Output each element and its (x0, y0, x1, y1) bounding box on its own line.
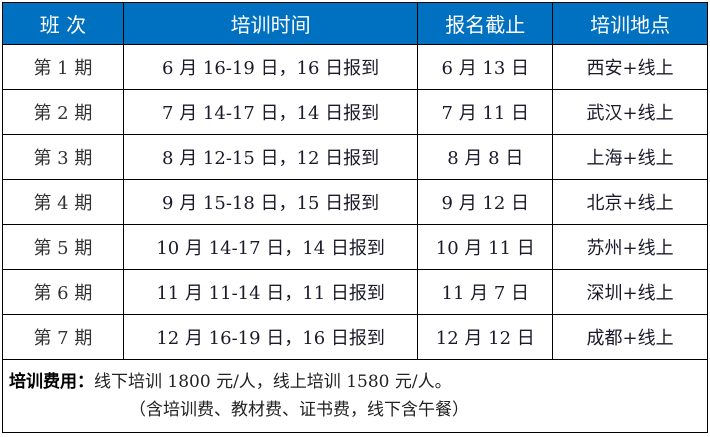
cell-class: 第 6 期 (2, 269, 124, 315)
header-deadline: 报名截止 (417, 2, 554, 45)
cell-time: 11 月 11-14 日，11 日报到 (122, 269, 419, 315)
cell-deadline: 12 月 12 日 (417, 314, 554, 360)
cell-time: 7 月 14-17 日，14 日报到 (122, 89, 419, 135)
cell-location: 成都+线上 (552, 314, 708, 360)
cell-deadline: 11 月 7 日 (417, 269, 554, 315)
cell-time: 12 月 16-19 日，16 日报到 (122, 314, 419, 360)
cell-deadline: 8 月 8 日 (417, 134, 554, 180)
fee-row: 培训费用：线下培训 1800 元/人，线上培训 1580 元/人。 （含培训费、… (2, 359, 708, 433)
cell-deadline: 7 月 11 日 (417, 89, 554, 135)
fee-line2: （含培训费、教材费、证书费，线下含午餐） (129, 400, 469, 420)
header-location: 培训地点 (552, 2, 708, 45)
fee-line1: 线下培训 1800 元/人，线上培训 1580 元/人。 (94, 372, 452, 392)
header-time: 培训时间 (122, 2, 419, 45)
fee-cell: 培训费用：线下培训 1800 元/人，线上培训 1580 元/人。 （含培训费、… (2, 359, 708, 433)
cell-class: 第 2 期 (2, 89, 124, 135)
cell-location: 苏州+线上 (552, 224, 708, 270)
cell-time: 10 月 14-17 日，14 日报到 (122, 224, 419, 270)
cell-class: 第 5 期 (2, 224, 124, 270)
cell-time: 8 月 12-15 日，12 日报到 (122, 134, 419, 180)
table-row: 第 7 期 12 月 16-19 日，16 日报到 12 月 12 日成都+线上 (2, 314, 708, 360)
cell-deadline: 9 月 12 日 (417, 179, 554, 225)
cell-time: 9 月 15-18 日，15 日报到 (122, 179, 419, 225)
cell-location: 西安+线上 (552, 44, 708, 90)
cell-location: 上海+线上 (552, 134, 708, 180)
table-row: 第 6 期 11 月 11-14 日，11 日报到 11 月 7 日深圳+线上 (2, 269, 708, 315)
cell-location: 深圳+线上 (552, 269, 708, 315)
cell-time: 6 月 16-19 日，16 日报到 (122, 44, 419, 90)
table-row: 第 5 期 10 月 14-17 日，14 日报到 10 月 11 日苏州+线上 (2, 224, 708, 270)
cell-class: 第 4 期 (2, 179, 124, 225)
cell-class: 第 7 期 (2, 314, 124, 360)
header-row: 班 次 培训时间 报名截止 培训地点 (2, 2, 708, 45)
cell-deadline: 10 月 11 日 (417, 224, 554, 270)
cell-class: 第 3 期 (2, 134, 124, 180)
cell-deadline: 6 月 13 日 (417, 44, 554, 90)
cell-class: 第 1 期 (2, 44, 124, 90)
fee-label: 培训费用： (9, 372, 94, 392)
header-class: 班 次 (2, 2, 124, 45)
cell-location: 北京+线上 (552, 179, 708, 225)
cell-location: 武汉+线上 (552, 89, 708, 135)
